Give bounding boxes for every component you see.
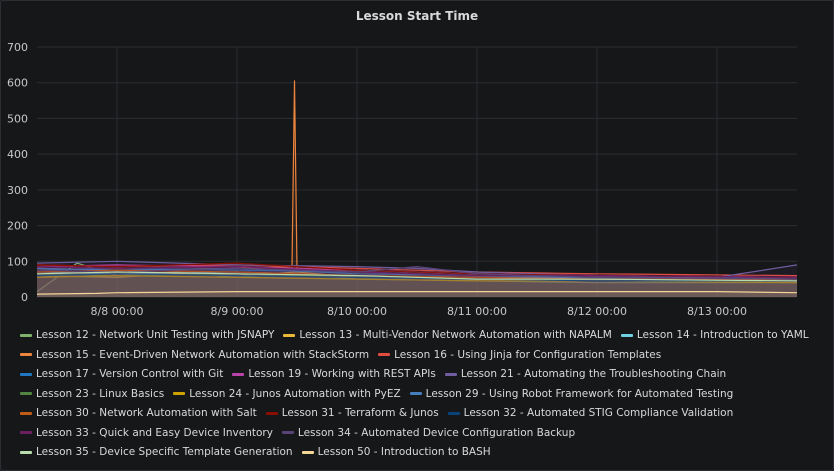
x-tick-label: 8/8 00:00 bbox=[91, 305, 144, 318]
series-area bbox=[37, 272, 797, 297]
series-area bbox=[37, 270, 797, 297]
legend-item[interactable]: Lesson 21 - Automating the Troubleshooti… bbox=[444, 365, 727, 385]
y-tick-label: 700 bbox=[7, 41, 28, 54]
legend-label: Lesson 17 - Version Control with Git bbox=[36, 368, 224, 380]
series-area bbox=[37, 272, 797, 297]
legend-item[interactable]: Lesson 30 - Network Automation with Salt bbox=[20, 404, 257, 424]
legend-swatch-icon bbox=[265, 411, 278, 415]
legend-item[interactable]: Lesson 33 - Quick and Easy Device Invent… bbox=[20, 424, 273, 444]
legend-label: Lesson 23 - Linux Basics bbox=[36, 387, 165, 400]
legend-label: Lesson 29 - Using Robot Framework for Au… bbox=[425, 387, 734, 400]
legend-item[interactable]: Lesson 16 - Using Jinja for Configuratio… bbox=[378, 346, 661, 366]
legend-label: Lesson 13 - Multi-Vendor Network Automat… bbox=[299, 329, 612, 341]
legend-item[interactable]: Lesson 34 - Automated Device Configurati… bbox=[281, 424, 576, 444]
legend-label: Lesson 31 - Terraform & Junos bbox=[281, 407, 439, 419]
series-line bbox=[36, 291, 798, 295]
legend-label: Lesson 19 - Working with REST APIs bbox=[248, 368, 436, 380]
x-tick-label: 8/13 00:00 bbox=[687, 305, 747, 318]
x-tick-label: 8/12 00:00 bbox=[567, 305, 627, 318]
series-line bbox=[36, 271, 798, 282]
series-area bbox=[37, 291, 797, 297]
legend-swatch-icon bbox=[447, 411, 460, 415]
legend-item[interactable]: Lesson 19 - Working with REST APIs bbox=[232, 365, 436, 385]
legend-swatch-icon bbox=[20, 353, 32, 356]
legend-swatch-icon bbox=[173, 392, 186, 395]
series-line bbox=[36, 266, 798, 280]
legend-item[interactable]: Lesson 31 - Terraform & Junos bbox=[265, 404, 439, 424]
legend-swatch-icon bbox=[20, 450, 32, 454]
chart-legend: Lesson 12 - Network Unit Testing with JS… bbox=[20, 326, 830, 463]
line-chart: 0 100 200 300 400 500 600 700 8/8 00:00 8/9 00:0… bbox=[7, 41, 798, 318]
y-tick-label: 0 bbox=[21, 291, 28, 304]
legend-label: Lesson 50 - Introduction to BASH bbox=[317, 446, 491, 458]
x-tick-label: 8/10 00:00 bbox=[327, 305, 387, 318]
legend-swatch-icon bbox=[409, 392, 422, 395]
y-tick-label: 100 bbox=[7, 255, 28, 268]
series-area bbox=[37, 263, 797, 297]
series-area bbox=[37, 261, 797, 297]
legend-swatch-icon bbox=[232, 372, 245, 376]
legend-label: Lesson 24 - Junos Automation with PyEZ bbox=[189, 387, 401, 400]
legend-swatch-icon bbox=[20, 411, 32, 415]
legend-label: Lesson 33 - Quick and Easy Device Invent… bbox=[36, 426, 273, 439]
legend-label: Lesson 21 - Automating the Troubleshooti… bbox=[460, 368, 727, 380]
legend-label: Lesson 15 - Event-Driven Network Automat… bbox=[36, 348, 370, 361]
x-tick-label: 8/11 00:00 bbox=[447, 305, 507, 318]
legend-item[interactable]: Lesson 17 - Version Control with Git bbox=[20, 365, 223, 385]
legend-swatch-icon bbox=[301, 450, 314, 454]
x-axis: 8/8 00:00 8/9 00:00 8/10 00:00 8/11 00:00 8/… bbox=[91, 305, 747, 318]
legend-swatch-icon bbox=[620, 333, 633, 337]
y-tick-label: 400 bbox=[7, 148, 28, 161]
legend-swatch-icon bbox=[20, 333, 32, 337]
series-line bbox=[36, 273, 797, 282]
legend-item[interactable]: Lesson 32 - Automated STIG Compliance Va… bbox=[447, 404, 734, 424]
legend-item[interactable]: Lesson 35 - Device Specific Template Gen… bbox=[20, 443, 293, 463]
legend-item[interactable]: Lesson 24 - Junos Automation with PyEZ bbox=[173, 385, 401, 405]
y-axis: 0 100 200 300 400 500 600 700 bbox=[7, 41, 28, 304]
chart-series bbox=[36, 80, 798, 298]
legend-label: Lesson 35 - Device Specific Template Gen… bbox=[36, 446, 293, 458]
legend-label: Lesson 14 - Introduction to YAML bbox=[636, 329, 809, 341]
series-area bbox=[37, 264, 797, 297]
legend-swatch-icon bbox=[283, 333, 296, 337]
series-line bbox=[36, 80, 798, 278]
legend-label: Lesson 12 - Network Unit Testing with JS… bbox=[36, 329, 275, 341]
legend-item[interactable]: Lesson 50 - Introduction to BASH bbox=[301, 443, 491, 463]
legend-label: Lesson 32 - Automated STIG Compliance Va… bbox=[463, 407, 734, 419]
legend-swatch-icon bbox=[20, 431, 32, 434]
legend-item[interactable]: Lesson 29 - Using Robot Framework for Au… bbox=[409, 385, 734, 405]
legend-swatch-icon bbox=[281, 431, 294, 434]
legend-label: Lesson 16 - Using Jinja for Configuratio… bbox=[394, 348, 662, 361]
y-tick-label: 300 bbox=[7, 184, 28, 197]
chart-grid bbox=[37, 46, 797, 298]
y-tick-label: 600 bbox=[7, 77, 28, 90]
legend-swatch-icon bbox=[20, 392, 32, 395]
legend-item[interactable]: Lesson 13 - Multi-Vendor Network Automat… bbox=[283, 326, 612, 346]
legend-swatch-icon bbox=[378, 353, 391, 356]
legend-label: Lesson 30 - Network Automation with Salt bbox=[36, 407, 257, 419]
legend-label: Lesson 34 - Automated Device Configurati… bbox=[297, 426, 576, 439]
x-tick-label: 8/9 00:00 bbox=[211, 305, 264, 318]
y-tick-label: 200 bbox=[7, 220, 28, 233]
legend-item[interactable]: Lesson 14 - Introduction to YAML bbox=[620, 326, 809, 346]
legend-item[interactable]: Lesson 12 - Network Unit Testing with JS… bbox=[20, 326, 274, 346]
legend-item[interactable]: Lesson 15 - Event-Driven Network Automat… bbox=[20, 346, 369, 366]
series-area bbox=[37, 272, 797, 297]
y-tick-label: 500 bbox=[7, 112, 28, 125]
legend-swatch-icon bbox=[444, 372, 457, 376]
legend-swatch-icon bbox=[20, 372, 32, 376]
chart-title: Lesson Start Time bbox=[355, 9, 479, 23]
legend-item[interactable]: Lesson 23 - Linux Basics bbox=[20, 385, 164, 405]
series-area bbox=[37, 264, 797, 297]
